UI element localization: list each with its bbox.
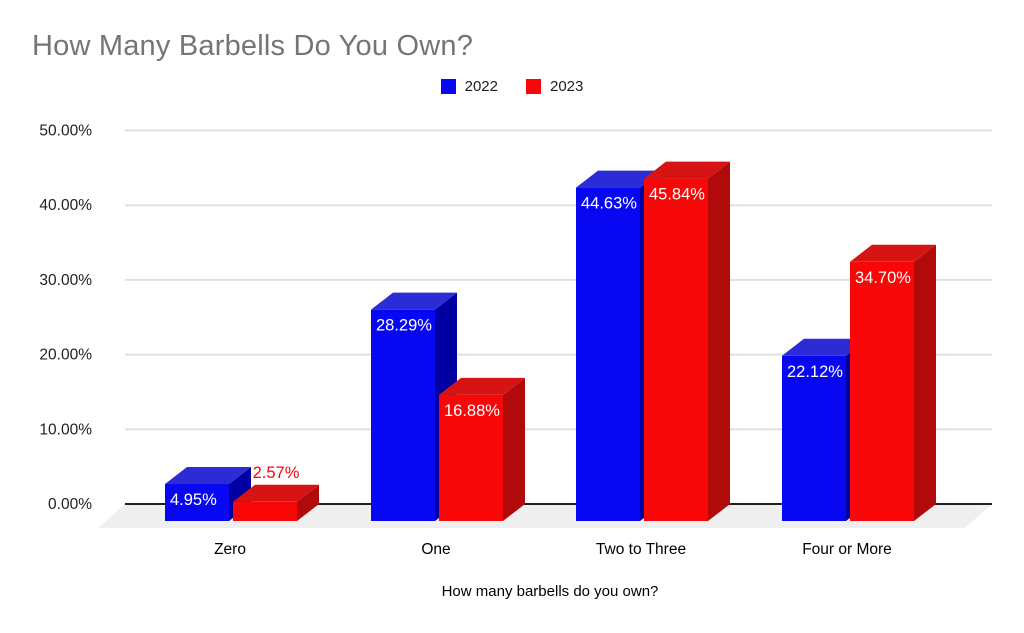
y-axis-tick-label: 30.00%: [39, 272, 92, 289]
legend-label-2023: 2023: [550, 78, 584, 95]
bar-2023-2-side: [708, 161, 730, 521]
bar-2023-0-front: [233, 501, 297, 521]
value-label: 16.88%: [444, 402, 500, 420]
y-axis-tick-label: 40.00%: [39, 197, 92, 214]
x-axis-category-label: One: [421, 541, 450, 558]
legend-item-2022: 2022: [440, 78, 498, 95]
bar-2022-1-top: [371, 292, 457, 310]
bar-2022-0-front: [165, 484, 229, 521]
bar-2023-3-front: [850, 261, 914, 521]
legend-label-2022: 2022: [464, 78, 498, 95]
bar-2023-1-side: [503, 377, 525, 521]
value-label: 28.29%: [376, 317, 432, 335]
x-axis-category-label: Four or More: [802, 541, 892, 558]
x-axis-title: How many barbells do you own?: [441, 583, 659, 600]
bar-2023-3-top: [850, 244, 936, 262]
legend: 2022 2023: [0, 78, 1024, 95]
bar-2023-0-top: [233, 484, 319, 502]
bar-2023-2-top: [644, 161, 730, 179]
chart-floor: [98, 504, 992, 528]
bar-2022-1-front: [371, 309, 435, 521]
y-axis-tick-label: 10.00%: [39, 421, 92, 438]
y-axis-tick-label: 20.00%: [39, 347, 92, 364]
chart-title: How Many Barbells Do You Own?: [32, 30, 474, 62]
value-label: 22.12%: [787, 363, 843, 381]
bar-2022-2-front: [576, 187, 640, 522]
bar-2022-3-top: [782, 338, 868, 356]
y-axis-tick-label: 50.00%: [39, 123, 92, 140]
x-axis-category-label: Zero: [214, 541, 246, 558]
value-label: 34.70%: [855, 269, 911, 287]
bar-2023-2-front: [644, 178, 708, 521]
bar-2022-0-top: [165, 467, 251, 485]
x-axis-category-label: Two to Three: [596, 541, 686, 558]
bar-2023-0-side: [297, 484, 319, 521]
bar-2023-1-front: [439, 394, 503, 521]
y-axis-tick-label: 0.00%: [48, 496, 92, 513]
value-label: 2.57%: [253, 464, 300, 482]
bar-2022-2-top: [576, 170, 662, 188]
legend-swatch-2023-icon: [526, 79, 541, 94]
legend-item-2023: 2023: [526, 78, 583, 95]
legend-swatch-2022-icon: [440, 79, 456, 94]
bar-2023-3-side: [914, 244, 936, 521]
value-label: 4.95%: [170, 491, 217, 509]
bar-2022-3-front: [782, 355, 846, 521]
value-label: 44.63%: [581, 195, 637, 213]
bar-2023-1-top: [439, 377, 525, 395]
value-label: 45.84%: [649, 186, 705, 204]
